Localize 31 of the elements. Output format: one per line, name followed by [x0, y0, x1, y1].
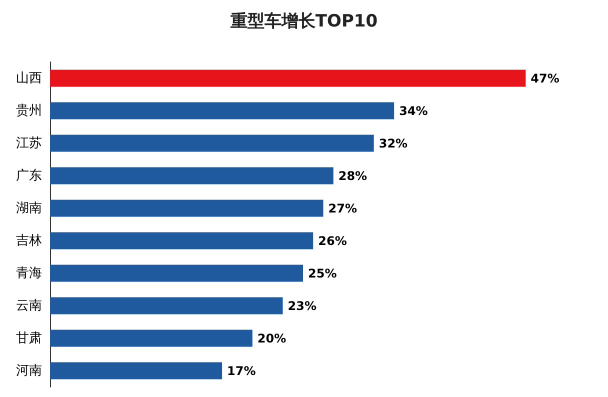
y-tick-label: 贵州 [16, 103, 42, 118]
y-tick-label: 湖南 [16, 200, 42, 216]
y-tick-label: 吉林 [16, 233, 42, 248]
bar [50, 70, 526, 87]
bar [50, 232, 314, 250]
bar [50, 297, 283, 314]
y-tick-label: 江苏 [16, 136, 42, 151]
bar [50, 200, 324, 217]
data-label: 34% [399, 104, 428, 118]
y-tick-label: 山西 [16, 70, 42, 86]
data-label: 17% [227, 364, 256, 378]
data-label: 23% [288, 298, 316, 313]
bar [50, 330, 252, 347]
y-tick-label: 青海 [16, 266, 42, 281]
bar [50, 167, 334, 184]
data-label: 47% [530, 71, 560, 86]
y-tick-label: 云南 [16, 298, 42, 314]
data-label: 25% [308, 266, 337, 280]
chart-title: 重型车增长TOP10 [229, 12, 378, 32]
bar [50, 134, 374, 152]
bar [50, 362, 222, 380]
y-tick-label: 河南 [16, 363, 42, 378]
bar [50, 102, 394, 120]
data-label: 28% [338, 168, 368, 183]
data-label: 27% [328, 201, 357, 216]
data-label: 20% [257, 331, 286, 346]
data-label: 32% [378, 136, 408, 150]
data-label: 26% [318, 234, 347, 248]
y-tick-label: 广东 [16, 168, 42, 184]
y-tick-label: 甘肃 [16, 330, 42, 346]
bar [50, 264, 303, 282]
